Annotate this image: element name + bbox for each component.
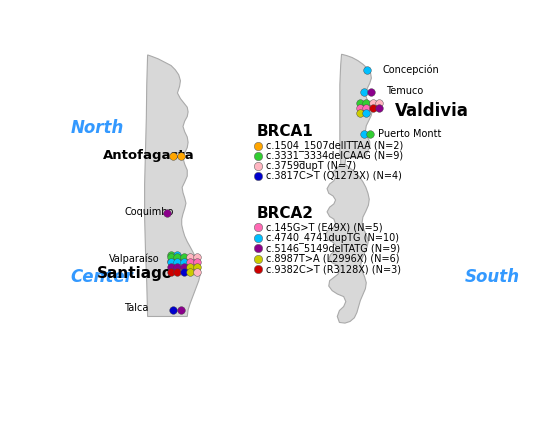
Text: BRCA2: BRCA2 [256,206,314,221]
Text: Puerto Montt: Puerto Montt [378,129,441,139]
Text: c.3817C>T (Q1273X) (N=4): c.3817C>T (Q1273X) (N=4) [266,171,402,181]
Text: c.4740_4741dupTG (N=10): c.4740_4741dupTG (N=10) [266,232,399,243]
Text: Valparaíso: Valparaíso [109,253,160,264]
Text: c.1504_1507delITTAA (N=2): c.1504_1507delITTAA (N=2) [266,141,403,151]
Text: Coquimbo: Coquimbo [124,207,174,217]
Polygon shape [145,55,200,316]
Text: Talca: Talca [124,303,148,313]
Text: Santiago: Santiago [96,266,173,281]
Text: c.8987T>A (L2996X) (N=6): c.8987T>A (L2996X) (N=6) [266,254,399,264]
Polygon shape [326,54,372,323]
Text: c.3759dupT (N=7): c.3759dupT (N=7) [266,161,356,171]
Text: c.9382C>T (R3128X) (N=3): c.9382C>T (R3128X) (N=3) [266,264,401,274]
Text: Concepción: Concepción [382,64,439,75]
Text: c.3331_3334delCAAG (N=9): c.3331_3334delCAAG (N=9) [266,150,403,161]
Text: c.5146_5149delTATG (N=9): c.5146_5149delTATG (N=9) [266,243,400,254]
Text: Antofagasta: Antofagasta [103,149,195,163]
Text: North: North [71,119,124,137]
Text: c.145G>T (E49X) (N=5): c.145G>T (E49X) (N=5) [266,222,382,232]
Text: BRCA1: BRCA1 [256,123,313,138]
Text: Temuco: Temuco [386,86,424,96]
Text: Valdivia: Valdivia [395,102,469,120]
Text: South: South [465,268,520,286]
Text: Center: Center [71,268,134,286]
